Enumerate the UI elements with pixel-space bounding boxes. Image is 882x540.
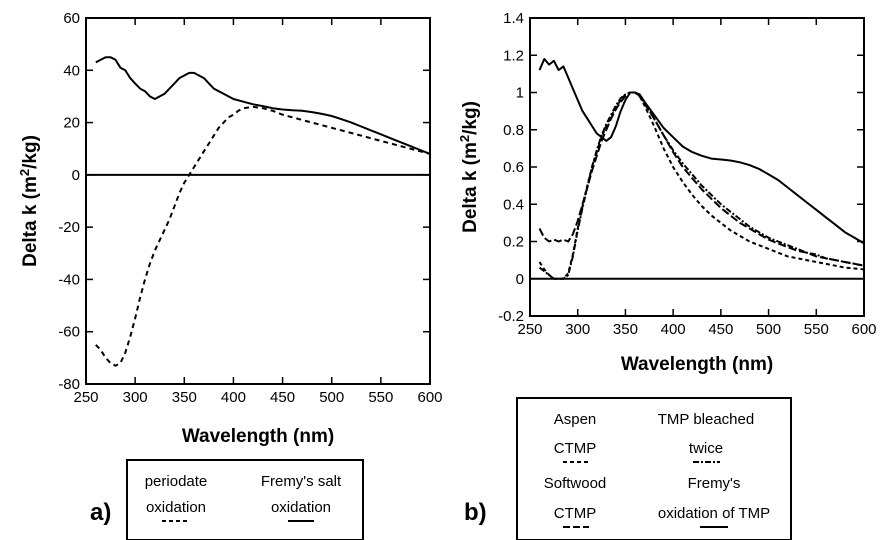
panel-a-x-tick-label: 550	[368, 389, 393, 406]
legend-b-item-fremy-line1: Fremy's	[688, 475, 741, 492]
panel-b-y-tick-label: 0.8	[503, 122, 524, 139]
legend-a-item-fremy-line2: oxidation	[271, 499, 331, 516]
panel-a-x-tick-label: 500	[319, 389, 344, 406]
legend-b-item-softwood-line1: Softwood	[544, 475, 607, 492]
panel-a-series-periodate-oxidation	[95, 105, 431, 367]
panel-a-chart: 250 300 350 400 450 500 550 600 -80 -60 -40 -20 0 20 4…	[17, 10, 443, 447]
panel-a-x-tick-label: 350	[172, 389, 197, 406]
legend-b-item-aspen-line2: CTMP	[554, 440, 597, 457]
panel-b-x-tick-label: 300	[565, 321, 590, 338]
panel-a-x-axis-label: Wavelength (nm)	[182, 426, 334, 447]
panel-a-y-tick-label: 60	[63, 10, 80, 27]
panel-b-x-tick-label: 550	[804, 321, 829, 338]
legend-a-item-periodate-line2: oxidation	[146, 499, 206, 516]
panel-b-series-fremy-s-oxidation-of-tmp	[538, 58, 865, 245]
panel-a-y-tick-label: -80	[58, 376, 80, 393]
panel-b-y-tick-label: 0.2	[503, 234, 524, 251]
panel-b-x-axis-label: Wavelength (nm)	[621, 354, 773, 375]
panel-b-chart: 250 300 350 400 450 500 550 600 -0.2 0 0.2 0.4 0.6 0.…	[457, 10, 877, 375]
panel-b-x-tick-label: 350	[613, 321, 638, 338]
panel-a-x-tick-label: 450	[270, 389, 295, 406]
panel-a-x-tick-label: 300	[123, 389, 148, 406]
panel-b-x-tick-label: 450	[708, 321, 733, 338]
legend-a-item-fremy-line1: Fremy's salt	[261, 473, 342, 490]
panel-a-y-tick-label: 20	[63, 115, 80, 132]
legend-a: periodate oxidation Fremy's salt oxidati…	[126, 459, 364, 540]
panel-b-series-softwood-ctmp	[538, 91, 865, 267]
panel-b-x-tick-label: 250	[517, 321, 542, 338]
panel-b-plot-frame	[529, 17, 865, 317]
panel-a-x-tick-label: 400	[221, 389, 246, 406]
panel-b-y-tick-label: 0	[516, 271, 524, 288]
panel-b-y-tick-label: 0.6	[503, 159, 524, 176]
panel-b-x-tick-label: 600	[851, 321, 876, 338]
panel-a-y-tick-label: 40	[63, 62, 80, 79]
panel-b-series-tmp-bleached-twice	[538, 91, 865, 280]
panel-a-label: a)	[90, 499, 111, 526]
panel-b-y-tick-label: 1	[516, 85, 524, 102]
panel-b-label: b)	[464, 499, 487, 526]
legend-b-item-tmp-line2: twice	[689, 440, 723, 457]
panel-a-x-tick-label: 250	[73, 389, 98, 406]
panel-a-series-fremy-s-salt-oxidation	[95, 56, 431, 155]
legend-b-item-fremy-line2: oxidation of TMP	[658, 505, 770, 522]
panel-a-y-tick-label: 0	[72, 167, 80, 184]
panel-b-y-tick-label: -0.2	[498, 308, 524, 325]
panel-a-y-tick-label: -60	[58, 324, 80, 341]
legend-b-box	[516, 397, 792, 540]
panel-a-y-tick-label: -40	[58, 271, 80, 288]
legend-b-item-tmp-line1: TMP bleached	[658, 411, 754, 428]
panel-a-y-axis-label: Delta k (m2/kg)	[17, 135, 41, 267]
legend-b: Aspen CTMP TMP bleached twice Softwood C…	[516, 397, 792, 540]
panel-b-y-tick-label: 1.4	[503, 10, 524, 27]
panel-b-y-tick-label: 1.2	[503, 47, 524, 64]
panel-a-y-tick-label: -20	[58, 219, 80, 236]
legend-b-item-aspen-line1: Aspen	[554, 411, 597, 428]
panel-b-x-tick-label: 500	[756, 321, 781, 338]
panel-b-x-tick-label: 400	[661, 321, 686, 338]
panel-a-plot-frame	[85, 17, 431, 385]
legend-a-item-periodate-line1: periodate	[145, 473, 208, 490]
panel-b-y-axis-label: Delta k (m2/kg)	[457, 101, 481, 233]
panel-b-y-tick-label: 0.4	[503, 196, 524, 213]
legend-b-item-softwood-line2: CTMP	[554, 505, 597, 522]
legend-a-box	[126, 459, 364, 540]
panel-a-x-tick-label: 600	[417, 389, 442, 406]
